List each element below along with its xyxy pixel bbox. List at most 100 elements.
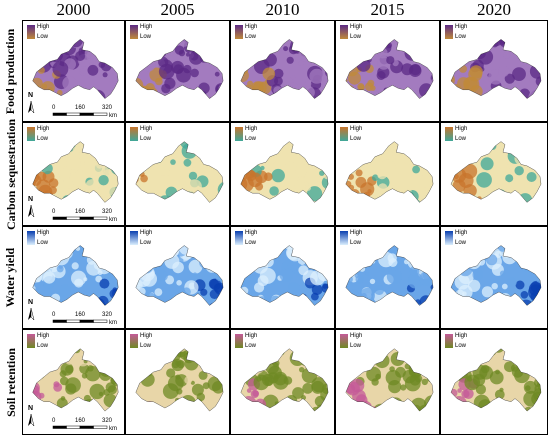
region-map: [235, 231, 329, 306]
region-map: [27, 25, 119, 116]
north-arrow-label: N: [28, 299, 34, 306]
legend-color-ramp: [235, 231, 243, 245]
scale-bar-tick-label: 320: [102, 312, 113, 318]
legend-low-label: Low: [37, 343, 49, 349]
region-map: [445, 231, 542, 306]
legend-high-label: High: [140, 126, 153, 132]
legend-color-ramp: [445, 127, 453, 141]
scale-bar-tick-label: 0: [52, 418, 56, 424]
map-panel: High Low N 0 160 320 km: [22, 122, 125, 226]
scale-bar-tick-label: 160: [75, 209, 86, 215]
year-header-2000: 2000: [56, 0, 91, 19]
legend-high-label: High: [37, 126, 50, 132]
scale-bar-tick-label: 0: [52, 105, 56, 111]
map-panel: High Low: [125, 226, 230, 329]
legend-color-ramp: [340, 231, 348, 245]
map-panel: High Low: [335, 226, 440, 329]
legend-low-label: Low: [140, 343, 152, 349]
legend-high-label: High: [455, 126, 468, 132]
scale-bar-unit: km: [109, 320, 117, 326]
legend-color-ramp: [27, 25, 35, 39]
map-panel: High Low: [125, 122, 230, 226]
legend-low-label: Low: [455, 343, 467, 349]
row-label-carbon-sequestration: Carbon sequestration: [3, 118, 18, 230]
year-header-2020: 2020: [477, 0, 511, 19]
region-map: [340, 231, 434, 306]
legend-high-label: High: [37, 24, 50, 30]
region-map: [27, 231, 119, 323]
region-map: [235, 25, 329, 99]
map-panel: High Low: [335, 20, 440, 122]
year-header-2005: 2005: [160, 0, 195, 19]
map-panel: High Low: [230, 20, 335, 122]
region-map: [27, 334, 119, 429]
legend-high-label: High: [350, 230, 363, 236]
scale-bar-tick-label: 0: [52, 312, 56, 318]
legend-low-label: Low: [140, 34, 152, 40]
north-arrow-label: N: [28, 196, 34, 203]
region-map: [340, 127, 434, 203]
legend-high-label: High: [455, 24, 468, 30]
scale-bar: [52, 216, 108, 220]
scale-bar-unit: km: [109, 217, 117, 223]
legend-color-ramp: [340, 127, 348, 141]
legend-color-ramp: [340, 25, 348, 39]
region-map: [445, 127, 542, 203]
region-map: [340, 334, 434, 412]
legend-high-label: High: [245, 126, 258, 132]
year-header-2010: 2010: [265, 0, 300, 19]
region-map: [130, 334, 224, 412]
legend-color-ramp: [130, 127, 138, 141]
scale-bar-tick-label: 160: [75, 312, 86, 318]
scale-bar-unit: km: [109, 113, 117, 119]
region-map: [235, 127, 329, 203]
legend-low-label: Low: [350, 240, 362, 246]
map-panel: High Low: [440, 20, 548, 122]
map-panel: High Low: [335, 329, 440, 435]
legend-low-label: Low: [245, 343, 257, 349]
map-panel: High Low: [125, 329, 230, 435]
map-panel: High Low: [230, 329, 335, 435]
legend-color-ramp: [27, 231, 35, 245]
legend-high-label: High: [350, 24, 363, 30]
legend-high-label: High: [245, 24, 258, 30]
scale-bar-tick-label: 320: [102, 418, 113, 424]
scale-bar-unit: km: [109, 426, 117, 432]
map-panel: High Low: [125, 20, 230, 122]
legend-low-label: Low: [37, 240, 49, 246]
legend-high-label: High: [455, 230, 468, 236]
legend-high-label: High: [37, 333, 50, 339]
legend-color-ramp: [340, 334, 348, 348]
map-panel: High Low N 0 160 320 km: [22, 329, 125, 435]
map-panel: High Low N 0 160 320 km: [22, 226, 125, 329]
scale-bar: [52, 319, 108, 323]
legend-low-label: Low: [350, 34, 362, 40]
legend-color-ramp: [235, 334, 243, 348]
map-panel: High Low: [440, 329, 548, 435]
region-map: [27, 127, 119, 220]
region-map: [130, 25, 224, 99]
legend-low-label: Low: [140, 136, 152, 142]
scale-bar-tick-label: 320: [102, 209, 113, 215]
row-label-water-yield: Water yield: [3, 247, 18, 308]
legend-high-label: High: [140, 230, 153, 236]
map-panel: High Low: [440, 122, 548, 226]
region-map: [130, 127, 224, 203]
legend-color-ramp: [445, 25, 453, 39]
north-arrow-label: N: [28, 405, 34, 412]
legend-low-label: Low: [245, 136, 257, 142]
north-arrow-icon: [28, 204, 35, 218]
legend-low-label: Low: [350, 343, 362, 349]
legend-high-label: High: [245, 333, 258, 339]
map-panel: High Low: [230, 226, 335, 329]
legend-color-ramp: [130, 25, 138, 39]
scale-bar-tick-label: 0: [52, 209, 56, 215]
north-arrow-icon: [28, 413, 35, 427]
map-panel: High Low: [440, 226, 548, 329]
legend-color-ramp: [235, 25, 243, 39]
scale-bar: [52, 425, 108, 429]
region-map: [445, 25, 542, 99]
map-panel: High Low: [335, 122, 440, 226]
region-map: [130, 231, 224, 306]
map-panel: High Low N 0 160 320 km: [22, 20, 125, 122]
